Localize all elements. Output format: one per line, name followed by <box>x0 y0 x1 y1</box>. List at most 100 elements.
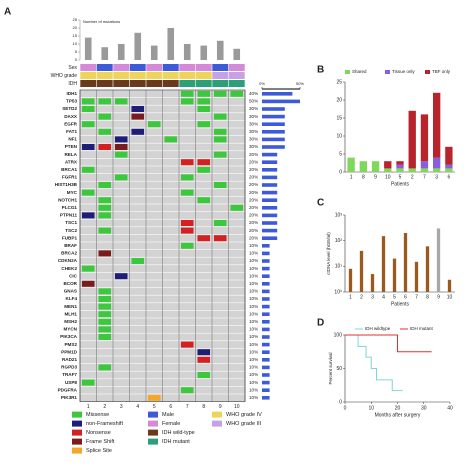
cell-background <box>195 394 212 402</box>
gene-label: RGPD3 <box>61 365 77 370</box>
cell-background <box>146 211 163 219</box>
gene-label: USP8 <box>65 380 77 385</box>
cell-background <box>80 310 97 318</box>
mutation-cell <box>131 106 144 112</box>
cell-background <box>129 295 146 303</box>
cell-background <box>146 151 163 159</box>
legend-swatch <box>72 447 82 454</box>
mutation-cell <box>98 303 111 310</box>
frequency-bar <box>262 137 285 142</box>
bar <box>403 232 408 292</box>
cell-background <box>113 113 130 121</box>
gene-label: BCOR <box>63 281 77 286</box>
cell-background <box>80 341 97 349</box>
x-tick-label: 1 <box>350 174 353 180</box>
track-label: IDH <box>68 81 77 87</box>
x-axis-label: Patients <box>391 181 410 187</box>
x-tick-label: 8 <box>426 294 429 300</box>
gene-label: RELA <box>64 152 77 157</box>
cell-background <box>162 379 179 387</box>
mutation-cell <box>197 159 210 166</box>
cell-background <box>179 196 196 204</box>
cell-background <box>162 272 179 280</box>
mutation-cell <box>98 326 111 333</box>
cell-background <box>113 265 130 273</box>
mutation-cell <box>197 372 210 378</box>
cell-background <box>146 325 163 333</box>
cell-background <box>228 318 245 326</box>
cell-background <box>146 348 163 356</box>
cell-background <box>129 303 146 311</box>
gene-label: GNAS <box>64 289 77 294</box>
frequency-bar <box>262 228 278 233</box>
track-cell <box>162 80 179 87</box>
cell-background <box>228 257 245 265</box>
mutation-cell <box>214 220 227 226</box>
mutation-cell <box>82 98 95 105</box>
legend-swatch <box>212 420 222 427</box>
cell-background <box>146 158 163 166</box>
cell-background <box>146 363 163 371</box>
frequency-label: 50% <box>249 99 258 104</box>
bar <box>381 236 386 292</box>
cell-background <box>195 219 212 227</box>
cell-background <box>80 303 97 311</box>
y-tick-label: 20 <box>336 97 342 103</box>
count-bar <box>150 45 158 60</box>
cell-background <box>162 265 179 273</box>
frequency-label: 20% <box>249 205 258 210</box>
cell-background <box>113 242 130 250</box>
bar-segment <box>445 146 453 165</box>
gene-label: PIK3CA <box>60 334 78 339</box>
cell-background <box>162 257 179 265</box>
frequency-bar <box>262 198 278 202</box>
frequency-bar <box>262 289 270 294</box>
cell-background <box>96 371 113 379</box>
cell-background <box>179 295 196 303</box>
cell-background <box>228 348 245 356</box>
mutation-cell <box>197 166 210 173</box>
cell-background <box>80 90 97 98</box>
frequency-label: 10% <box>249 289 258 294</box>
cell-background <box>96 90 113 98</box>
frequency-label: 20% <box>249 190 258 195</box>
cell-background <box>80 371 97 379</box>
legend-swatch <box>72 420 82 427</box>
cell-background <box>228 219 245 227</box>
cell-background <box>212 371 229 379</box>
cell-background <box>146 113 163 121</box>
legend-swatch <box>148 420 158 427</box>
legend-label: non-Frameshift <box>86 421 123 427</box>
cell-background <box>212 265 229 273</box>
cell-background <box>80 333 97 341</box>
frequency-label: 10% <box>249 273 258 278</box>
cell-background <box>146 257 163 265</box>
cell-background <box>179 371 196 379</box>
frequency-bar <box>262 114 285 119</box>
cell-background <box>212 173 229 181</box>
cell-background <box>179 143 196 151</box>
mutation-cell <box>214 182 227 188</box>
cell-background <box>212 242 229 250</box>
cell-background <box>195 173 212 181</box>
track-cell <box>80 72 97 79</box>
gene-label: DAXX <box>64 114 78 119</box>
cell-background <box>228 128 245 136</box>
cell-background <box>129 189 146 197</box>
frequency-label: 10% <box>249 258 258 263</box>
cell-background <box>80 386 97 394</box>
mutation-cell <box>131 258 144 264</box>
cell-background <box>228 113 245 121</box>
track-cell <box>96 80 113 87</box>
gene-label: BRCA2 <box>61 251 77 256</box>
cell-background <box>80 257 97 265</box>
track-cell <box>146 64 163 71</box>
cell-background <box>146 181 163 189</box>
mutation-cell <box>131 113 144 120</box>
cell-background <box>96 265 113 273</box>
cell-background <box>96 257 113 265</box>
mutation-cell <box>197 121 210 128</box>
frequency-label: 10% <box>249 327 258 332</box>
cell-background <box>228 295 245 303</box>
cell-background <box>162 280 179 288</box>
